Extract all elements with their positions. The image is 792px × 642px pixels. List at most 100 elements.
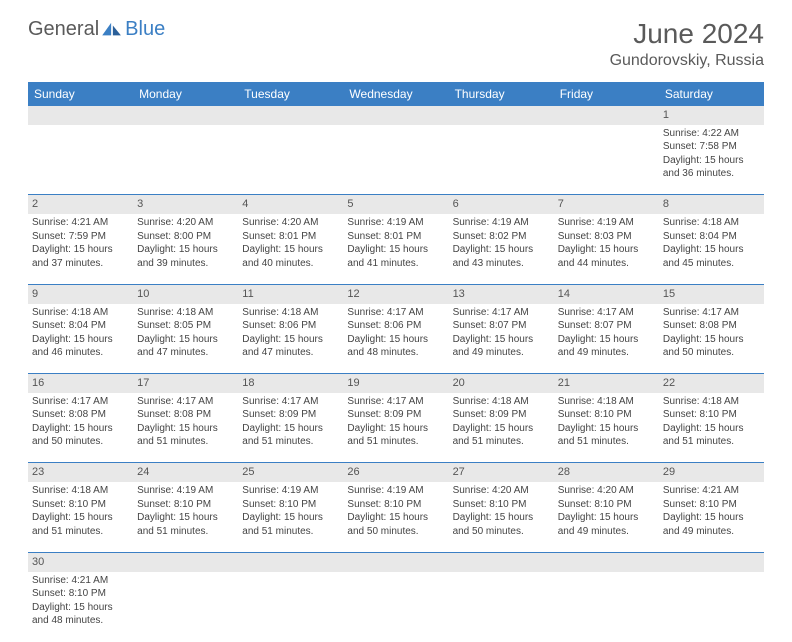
day-data-cell: Sunrise: 4:19 AMSunset: 8:10 PMDaylight:… — [343, 482, 448, 552]
weekday-header: Tuesday — [238, 82, 343, 106]
sunrise-text: Sunrise: 4:18 AM — [663, 216, 760, 230]
day-data-cell — [449, 125, 554, 195]
sunrise-text: Sunrise: 4:17 AM — [663, 306, 760, 320]
day-number-row: 23242526272829 — [28, 463, 764, 482]
sunrise-text: Sunrise: 4:20 AM — [558, 484, 655, 498]
daylight-text: Daylight: 15 hours and 50 minutes. — [663, 333, 760, 360]
weekday-header: Friday — [554, 82, 659, 106]
sunset-text: Sunset: 8:01 PM — [242, 230, 339, 244]
day-data-cell: Sunrise: 4:18 AMSunset: 8:10 PMDaylight:… — [659, 393, 764, 463]
day-number-row: 16171819202122 — [28, 374, 764, 393]
weekday-header: Saturday — [659, 82, 764, 106]
sunset-text: Sunset: 8:10 PM — [453, 498, 550, 512]
day-number-row: 2345678 — [28, 195, 764, 214]
day-number-cell: 18 — [238, 374, 343, 393]
day-number-cell — [28, 106, 133, 125]
day-data-cell — [554, 125, 659, 195]
sunset-text: Sunset: 8:10 PM — [32, 587, 129, 601]
sunset-text: Sunset: 7:58 PM — [663, 140, 760, 154]
day-data-cell: Sunrise: 4:17 AMSunset: 8:08 PMDaylight:… — [28, 393, 133, 463]
daylight-text: Daylight: 15 hours and 40 minutes. — [242, 243, 339, 270]
sunset-text: Sunset: 8:07 PM — [558, 319, 655, 333]
daylight-text: Daylight: 15 hours and 51 minutes. — [453, 422, 550, 449]
title-block: June 2024 Gundorovskiy, Russia — [610, 18, 764, 70]
day-data-cell: Sunrise: 4:19 AMSunset: 8:01 PMDaylight:… — [343, 214, 448, 284]
sunset-text: Sunset: 8:10 PM — [663, 498, 760, 512]
day-data-cell — [133, 125, 238, 195]
sunrise-text: Sunrise: 4:19 AM — [347, 484, 444, 498]
day-number-cell: 12 — [343, 284, 448, 303]
day-number-cell — [343, 106, 448, 125]
sunrise-text: Sunrise: 4:22 AM — [663, 127, 760, 141]
daylight-text: Daylight: 15 hours and 51 minutes. — [32, 511, 129, 538]
sunset-text: Sunset: 8:06 PM — [347, 319, 444, 333]
daylight-text: Daylight: 15 hours and 41 minutes. — [347, 243, 444, 270]
sunset-text: Sunset: 8:10 PM — [347, 498, 444, 512]
day-data-cell: Sunrise: 4:20 AMSunset: 8:10 PMDaylight:… — [449, 482, 554, 552]
day-number-cell — [343, 552, 448, 571]
day-data-cell: Sunrise: 4:18 AMSunset: 8:04 PMDaylight:… — [28, 304, 133, 374]
daylight-text: Daylight: 15 hours and 47 minutes. — [242, 333, 339, 360]
sunrise-text: Sunrise: 4:19 AM — [347, 216, 444, 230]
day-data-cell: Sunrise: 4:20 AMSunset: 8:01 PMDaylight:… — [238, 214, 343, 284]
sunset-text: Sunset: 8:07 PM — [453, 319, 550, 333]
sunset-text: Sunset: 8:10 PM — [558, 498, 655, 512]
sunset-text: Sunset: 8:09 PM — [242, 408, 339, 422]
sunrise-text: Sunrise: 4:19 AM — [242, 484, 339, 498]
sail-icon — [101, 22, 123, 38]
sunset-text: Sunset: 8:02 PM — [453, 230, 550, 244]
day-number-row: 30 — [28, 552, 764, 571]
sunrise-text: Sunrise: 4:18 AM — [558, 395, 655, 409]
sunrise-text: Sunrise: 4:17 AM — [558, 306, 655, 320]
day-data-cell: Sunrise: 4:17 AMSunset: 8:06 PMDaylight:… — [343, 304, 448, 374]
day-number-cell: 30 — [28, 552, 133, 571]
day-data-cell: Sunrise: 4:20 AMSunset: 8:00 PMDaylight:… — [133, 214, 238, 284]
day-data-cell — [238, 572, 343, 642]
daylight-text: Daylight: 15 hours and 49 minutes. — [663, 511, 760, 538]
day-number-cell: 1 — [659, 106, 764, 125]
day-number-cell: 29 — [659, 463, 764, 482]
sunrise-text: Sunrise: 4:17 AM — [347, 395, 444, 409]
day-number-cell: 23 — [28, 463, 133, 482]
day-number-cell — [554, 106, 659, 125]
sunrise-text: Sunrise: 4:19 AM — [558, 216, 655, 230]
daylight-text: Daylight: 15 hours and 51 minutes. — [137, 511, 234, 538]
day-data-cell — [238, 125, 343, 195]
sunset-text: Sunset: 8:08 PM — [663, 319, 760, 333]
sunset-text: Sunset: 8:10 PM — [242, 498, 339, 512]
daylight-text: Daylight: 15 hours and 36 minutes. — [663, 154, 760, 181]
day-number-cell — [238, 106, 343, 125]
day-data-row: Sunrise: 4:17 AM Sunset: 8:08 PM Daylight:… — [28, 393, 764, 463]
day-data-cell: Sunrise: 4:18 AMSunset: 8:10 PMDaylight:… — [28, 482, 133, 552]
header: General Blue June 2024 Gundorovskiy, Rus… — [0, 0, 792, 74]
day-number-cell: 19 — [343, 374, 448, 393]
weekday-header: Wednesday — [343, 82, 448, 106]
day-data-cell — [133, 572, 238, 642]
sunset-text: Sunset: 8:05 PM — [137, 319, 234, 333]
sunrise-text: Sunrise: 4:18 AM — [453, 395, 550, 409]
day-data-cell: Sunrise: 4:20 AMSunset: 8:10 PMDaylight:… — [554, 482, 659, 552]
logo-text-general: General — [28, 18, 99, 41]
sunset-text: Sunset: 8:10 PM — [32, 498, 129, 512]
sunset-text: Sunset: 8:08 PM — [137, 408, 234, 422]
daylight-text: Daylight: 15 hours and 43 minutes. — [453, 243, 550, 270]
day-data-cell — [28, 125, 133, 195]
day-data-cell: Sunrise: 4:17 AMSunset: 8:09 PMDaylight:… — [343, 393, 448, 463]
day-data-cell: Sunrise: 4:21 AMSunset: 7:59 PMDaylight:… — [28, 214, 133, 284]
day-number-cell — [133, 106, 238, 125]
sunrise-text: Sunrise: 4:17 AM — [453, 306, 550, 320]
day-data-cell: Sunrise: 4:18 AMSunset: 8:10 PMDaylight:… — [554, 393, 659, 463]
daylight-text: Daylight: 15 hours and 51 minutes. — [242, 511, 339, 538]
month-title: June 2024 — [610, 18, 764, 50]
day-data-cell: Sunrise: 4:17 AMSunset: 8:07 PMDaylight:… — [449, 304, 554, 374]
sunrise-text: Sunrise: 4:17 AM — [242, 395, 339, 409]
sunrise-text: Sunrise: 4:18 AM — [242, 306, 339, 320]
weekday-header: Sunday — [28, 82, 133, 106]
weekday-header: Monday — [133, 82, 238, 106]
day-number-cell — [449, 106, 554, 125]
day-data-cell: Sunrise: 4:18 AMSunset: 8:04 PMDaylight:… — [659, 214, 764, 284]
day-data-cell: Sunrise: 4:22 AMSunset: 7:58 PMDaylight:… — [659, 125, 764, 195]
daylight-text: Daylight: 15 hours and 50 minutes. — [453, 511, 550, 538]
daylight-text: Daylight: 15 hours and 39 minutes. — [137, 243, 234, 270]
day-number-cell: 14 — [554, 284, 659, 303]
